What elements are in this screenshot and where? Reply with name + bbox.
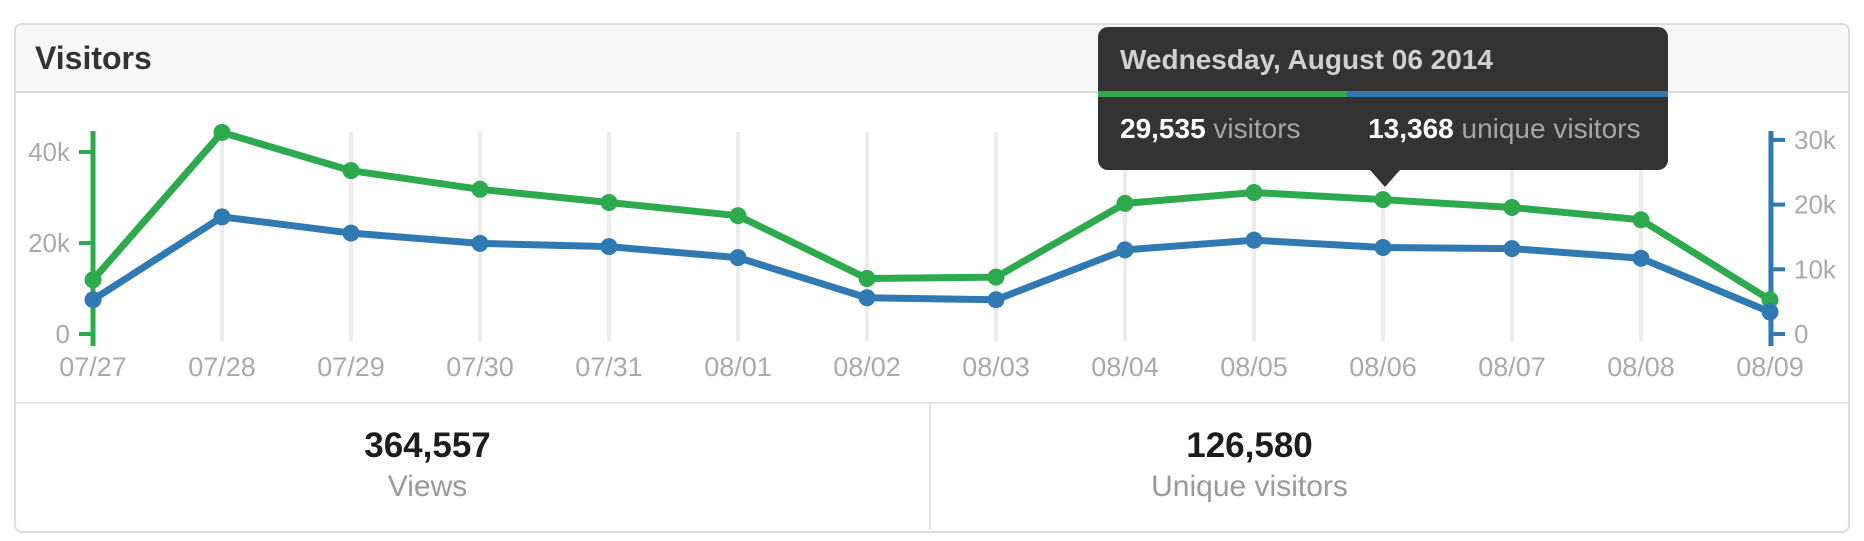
tooltip-date: Wednesday, August 06 2014: [1120, 44, 1493, 75]
visitors-point[interactable]: [84, 271, 102, 289]
right-axis-tick-label: 20k: [1794, 190, 1837, 220]
unique-visitors-point[interactable]: [213, 208, 231, 226]
unique-visitors-point[interactable]: [1245, 231, 1263, 249]
x-axis-label: 08/07: [1478, 352, 1546, 382]
unique-visitors-point[interactable]: [471, 234, 489, 252]
unique-visitors-point[interactable]: [858, 289, 876, 307]
views-count: 364,557: [364, 426, 491, 465]
right-axis-tick-label: 10k: [1794, 254, 1837, 284]
x-axis-label: 07/28: [188, 352, 256, 382]
visitors-point[interactable]: [858, 269, 876, 287]
tooltip-visitors-label: visitors: [1205, 113, 1301, 144]
visitors-point[interactable]: [471, 180, 489, 198]
unique-visitors-point[interactable]: [84, 291, 102, 309]
unique-visitors-point[interactable]: [600, 238, 618, 256]
visitors-point[interactable]: [600, 194, 618, 212]
x-axis-label: 08/03: [962, 352, 1030, 382]
left-axis-tick-label: 20k: [28, 228, 71, 258]
visitors-point[interactable]: [987, 268, 1005, 286]
x-axis-label: 08/08: [1607, 352, 1675, 382]
unique-visitors-point[interactable]: [1503, 240, 1521, 258]
x-axis-label: 07/31: [575, 352, 643, 382]
left-axis-tick-label: 40k: [28, 137, 71, 167]
unique-visitors-line: [89, 213, 1774, 316]
visitors-point[interactable]: [342, 162, 360, 180]
unique-visitors-point[interactable]: [1761, 303, 1779, 321]
unique-visitors-point[interactable]: [987, 291, 1005, 309]
visitors-point[interactable]: [1503, 199, 1521, 217]
x-axis-label: 08/01: [704, 352, 772, 382]
visitors-line: [89, 128, 1774, 304]
unique-visitors-point[interactable]: [729, 249, 747, 267]
unique-visitors-label: Unique visitors: [1151, 470, 1348, 503]
views-summary: 364,557 Views: [16, 404, 931, 529]
chart-tooltip: Wednesday, August 06 2014 29,535 visitor…: [1098, 27, 1668, 187]
tooltip-visitors-value: 29,535: [1120, 113, 1206, 144]
visitors-point[interactable]: [1632, 211, 1650, 229]
tooltip-unique-label: unique visitors: [1453, 113, 1641, 144]
summary-stats: 364,557 Views 126,580 Unique visitors: [16, 402, 1848, 529]
left-axis-tick-label: 0: [56, 319, 70, 349]
x-axis-label: 07/27: [59, 352, 127, 382]
x-axis-label: 07/29: [317, 352, 385, 382]
x-axis-label: 08/09: [1736, 352, 1804, 382]
tooltip-visitors-stat: 29,535 visitors: [1098, 91, 1348, 170]
visitors-point[interactable]: [213, 123, 231, 141]
tooltip-stats: 29,535 visitors 13,368 unique visitors: [1098, 91, 1668, 170]
unique-visitors-point[interactable]: [1632, 249, 1650, 267]
x-axis-label: 07/30: [446, 352, 514, 382]
visitors-point[interactable]: [1116, 194, 1134, 212]
unique-visitors-count: 126,580: [1186, 426, 1313, 465]
unique-visitors-point[interactable]: [1374, 239, 1392, 257]
right-axis-tick-label: 0: [1794, 319, 1808, 349]
tooltip-arrow: [1370, 170, 1400, 187]
panel-title: Visitors: [35, 40, 152, 76]
tooltip-unique-stat: 13,368 unique visitors: [1347, 91, 1668, 170]
right-axis-tick-label: 30k: [1794, 125, 1837, 155]
unique-visitors-point[interactable]: [1116, 241, 1134, 259]
x-axis-label: 08/05: [1220, 352, 1288, 382]
unique-visitors-point[interactable]: [342, 224, 360, 242]
visitors-point[interactable]: [1245, 183, 1263, 201]
x-axis-label: 08/04: [1091, 352, 1159, 382]
tooltip-unique-value: 13,368: [1368, 113, 1454, 144]
views-label: Views: [387, 470, 468, 503]
visitors-point[interactable]: [1761, 291, 1779, 309]
visitors-point[interactable]: [1374, 191, 1392, 209]
visitors-point[interactable]: [729, 207, 747, 225]
x-axis-label: 08/02: [833, 352, 901, 382]
x-axis-label: 08/06: [1349, 352, 1417, 382]
unique-visitors-summary: 126,580 Unique visitors: [931, 404, 1848, 529]
